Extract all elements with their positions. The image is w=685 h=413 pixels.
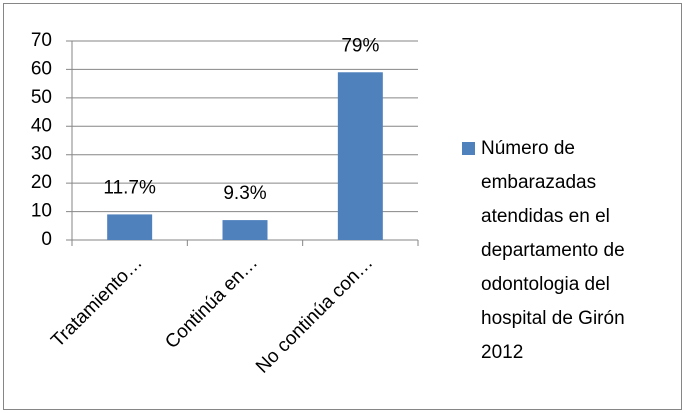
- y-tick-label: 0: [41, 229, 52, 250]
- bar: [107, 214, 153, 240]
- y-tick-label: 30: [31, 144, 52, 165]
- bar: [222, 220, 268, 240]
- legend-swatch: [462, 142, 475, 155]
- data-label: 9.3%: [223, 183, 266, 204]
- data-label: 79%: [341, 35, 379, 56]
- y-tick-label: 10: [31, 201, 52, 222]
- y-tick-label: 40: [31, 115, 52, 136]
- legend-label: Número de embarazadas atendidas en el de…: [481, 138, 625, 363]
- bar: [337, 72, 383, 241]
- y-tick-label: 70: [31, 30, 52, 51]
- y-tick-label: 50: [31, 87, 52, 108]
- y-tick-label: 60: [31, 58, 52, 79]
- y-tick-label: 20: [31, 172, 52, 193]
- data-label: 11.7%: [103, 177, 156, 198]
